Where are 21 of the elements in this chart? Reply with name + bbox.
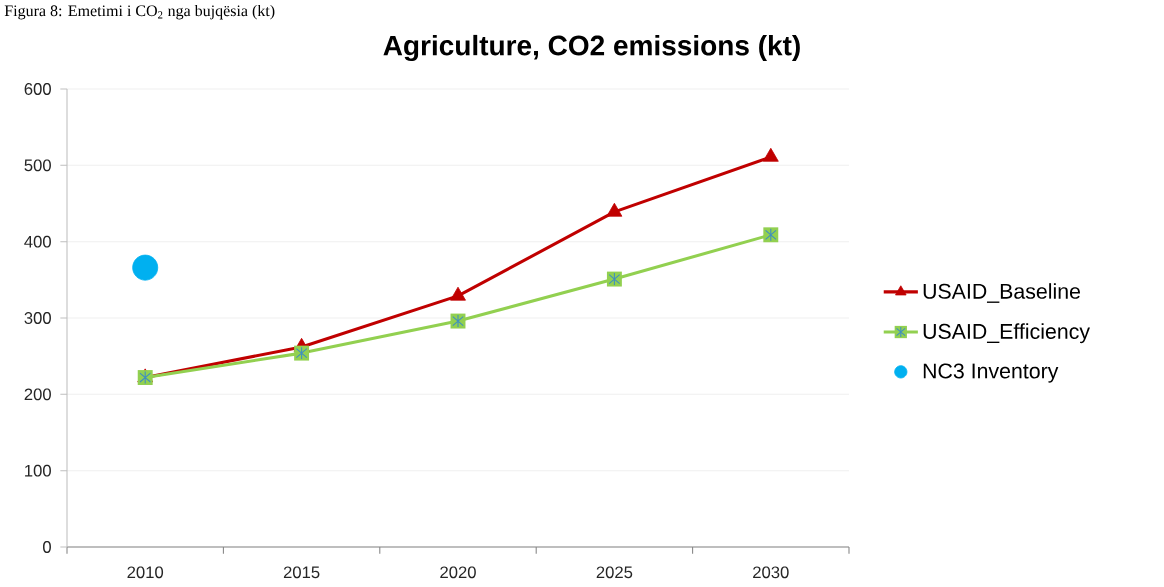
x-tick-label: 2015 (283, 566, 320, 579)
point (450, 286, 466, 301)
legend-label: USAID_Baseline (923, 283, 1080, 303)
y-tick-label: 400 (24, 235, 51, 248)
point (606, 202, 623, 217)
y-tick-label: 300 (24, 312, 51, 324)
x-tick-label: 2025 (596, 566, 633, 579)
x-tick-label: 2020 (440, 566, 476, 579)
y-tick-label: 100 (25, 464, 51, 477)
legend-label: NC3 Inventory (923, 363, 1059, 383)
legend-label: USAID_Efficiency (923, 323, 1090, 344)
text: Figura 8: Emetimi i CO$_{2}$ nga bujqësia (kt) (4, 4, 275, 20)
y-tick-label: 500 (24, 159, 51, 172)
y-tick-label: 0 (43, 541, 51, 553)
chart-title: Agriculture, CO2 emissions (kt) (383, 34, 800, 62)
x-tick-label: 2030 (753, 566, 789, 579)
point (132, 254, 159, 281)
point (762, 147, 779, 162)
y-tick-label: 600 (24, 83, 51, 95)
y-tick-label: 200 (24, 388, 51, 401)
x-tick-label: 2010 (127, 566, 164, 579)
